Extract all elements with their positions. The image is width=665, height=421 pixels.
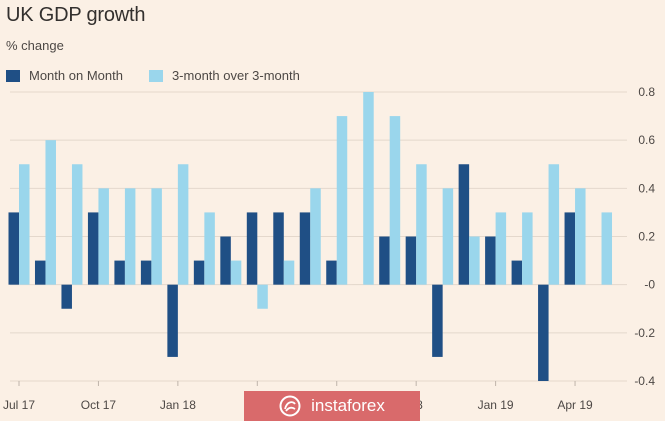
chart-title: UK GDP growth: [6, 4, 146, 26]
bar-three-month: [469, 236, 480, 285]
watermark-text: instaforex: [311, 396, 385, 415]
legend-swatch-three-month: [148, 69, 163, 82]
bar-month-on-month: [405, 236, 417, 285]
bar-three-month: [442, 188, 454, 285]
bar-three-month: [495, 212, 507, 285]
legend-item-month-on-month: Month on Month: [6, 68, 123, 83]
x-tick-label: Jul 17: [3, 398, 35, 412]
bar-three-month: [601, 212, 613, 285]
bar-three-month: [204, 212, 215, 285]
bar-three-month: [336, 116, 348, 285]
bar-month-on-month: [8, 212, 19, 285]
bar-three-month: [283, 260, 295, 285]
y-axis-labels: 0.8 0.6 0.4 0.2 -0 -0.2 -0.4: [634, 85, 655, 388]
legend-item-three-month: 3-month over 3-month: [148, 68, 300, 83]
bar-month-on-month: [246, 212, 258, 285]
y-tick-label: 0.8: [638, 85, 655, 99]
bar-month-on-month: [564, 212, 576, 285]
bar-month-on-month: [485, 236, 496, 285]
bar-three-month: [98, 188, 109, 285]
bar-three-month: [522, 212, 533, 285]
bar-month-on-month: [34, 260, 46, 285]
x-tick-label: Apr 19: [557, 398, 593, 412]
bar-three-month: [177, 164, 189, 285]
bar-three-month: [416, 164, 427, 285]
bar-three-month: [230, 260, 242, 285]
bar-three-month: [71, 164, 83, 285]
legend-label-month-on-month: Month on Month: [29, 68, 123, 83]
bar-month-on-month: [458, 164, 470, 285]
y-tick-label: -0: [644, 278, 655, 292]
bar-three-month: [575, 188, 586, 285]
y-tick-label: -0.2: [634, 326, 655, 340]
bar-month-on-month: [87, 212, 99, 285]
bar-month-on-month: [326, 260, 337, 285]
bar-month-on-month: [432, 284, 443, 357]
bar-three-month: [363, 92, 374, 285]
bar-month-on-month: [299, 212, 311, 285]
bar-month-on-month: [61, 284, 72, 309]
y-tick-label: 0.4: [638, 181, 655, 195]
bar-month-on-month: [379, 236, 390, 285]
bar-month-on-month: [114, 260, 125, 285]
bar-three-month: [151, 188, 162, 285]
bar-three-month: [45, 140, 56, 285]
bar-month-on-month: [538, 284, 549, 381]
chart-subtitle: % change: [6, 38, 64, 53]
bar-three-month: [310, 188, 321, 285]
y-tick-label: -0.4: [634, 374, 655, 388]
y-tick-label: 0.6: [638, 133, 655, 147]
legend: Month on Month 3-month over 3-month: [6, 68, 326, 83]
bar-three-month: [19, 164, 30, 285]
instaforex-watermark: instaforex: [244, 391, 420, 421]
bar-month-on-month: [140, 260, 152, 285]
bar-month-on-month: [167, 284, 178, 357]
bars-layer: [8, 92, 613, 381]
bar-three-month: [257, 284, 268, 309]
bar-three-month: [548, 164, 560, 285]
bar-month-on-month: [511, 260, 523, 285]
y-tick-label: 0.2: [638, 230, 655, 244]
bar-three-month: [124, 188, 136, 285]
legend-label-three-month: 3-month over 3-month: [171, 68, 300, 83]
bar-three-month: [389, 116, 401, 285]
bar-month-on-month: [273, 212, 284, 285]
x-tick-label: Jan 18: [160, 398, 196, 412]
legend-swatch-month-on-month: [6, 69, 20, 82]
bar-month-on-month: [220, 236, 231, 285]
bar-month-on-month: [193, 260, 205, 285]
instaforex-logo-icon: [279, 395, 301, 417]
x-tick-label: Jan 19: [478, 398, 514, 412]
x-tick-label: Oct 17: [81, 398, 117, 412]
